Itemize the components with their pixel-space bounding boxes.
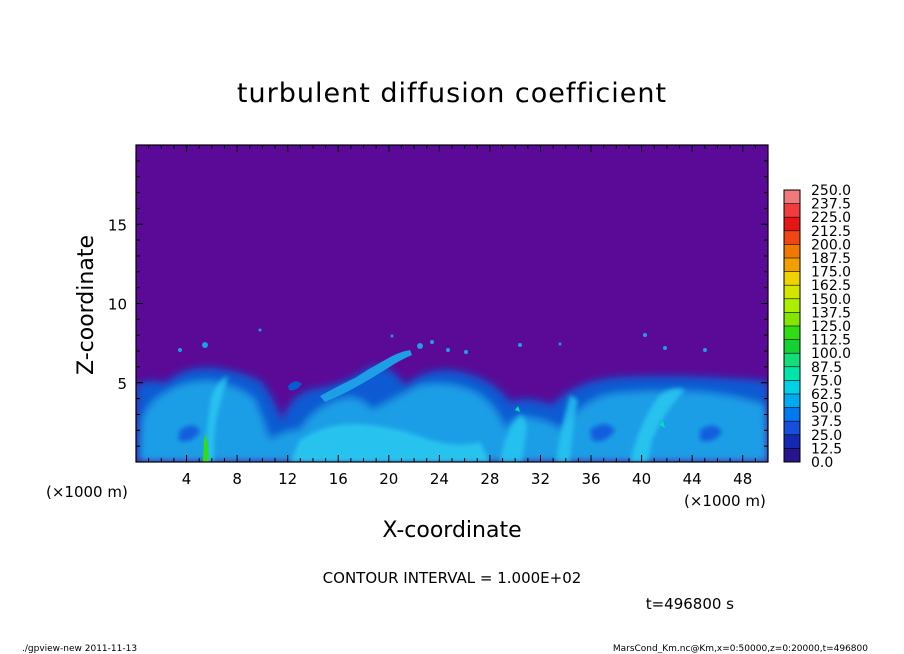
colorbar-label: 100.0 (811, 346, 851, 362)
colorbar-label: 0.0 (811, 455, 833, 471)
x-tick-label: 16 (329, 470, 348, 488)
colorbar-label: 137.5 (811, 305, 851, 321)
y-axis-label: Z-coordinate (74, 235, 99, 375)
colorbar-label: 25.0 (811, 428, 842, 444)
colorbar-swatch (784, 285, 800, 300)
colorbar-swatch (784, 394, 800, 409)
x-tick-label: 4 (182, 470, 192, 488)
turbulence-field (136, 328, 768, 462)
colorbar-label: 112.5 (811, 333, 851, 349)
y-tick-label: 10 (108, 296, 127, 314)
colorbar-label: 75.0 (811, 373, 842, 389)
colorbar-label: 87.5 (811, 360, 842, 376)
colorbar-swatch (784, 448, 800, 463)
colorbar-swatch (784, 326, 800, 341)
colorbar-swatch (784, 353, 800, 368)
colorbar-swatch (784, 244, 800, 259)
x-axis-label: X-coordinate (382, 518, 521, 543)
y-axis: 5 10 15 (108, 144, 768, 463)
time-label: t=496800 s (646, 595, 734, 613)
colorbar-swatch (784, 217, 800, 232)
colorbar-swatch (784, 298, 800, 313)
contour-interval: CONTOUR INTERVAL = 1.000E+02 (323, 569, 582, 587)
colorbar-label: 250.0 (811, 183, 851, 199)
x-tick-label: 28 (480, 470, 499, 488)
x-tick-label: 40 (632, 470, 651, 488)
x-unit-left: (×1000 m) (46, 483, 128, 501)
colorbar-swatch (784, 230, 800, 245)
chart-title: turbulent diffusion coefficient (237, 78, 667, 109)
footer-right: MarsCond_Km.nc@Km,x=0:50000,z=0:20000,t=… (613, 644, 868, 654)
x-tick-label: 24 (430, 470, 449, 488)
x-axis: 4 8 12 16 20 24 28 32 36 40 44 48 (135, 145, 769, 488)
x-tick-label: 8 (232, 470, 242, 488)
colorbar-swatch (784, 312, 800, 327)
colorbar-label: 150.0 (811, 292, 851, 308)
x-unit-right: (×1000 m) (684, 492, 766, 510)
colorbar-label: 175.0 (811, 265, 851, 281)
colorbar-swatch (784, 366, 800, 381)
x-tick-label: 48 (733, 470, 752, 488)
colorbar-swatch (784, 380, 800, 395)
x-tick-label: 36 (581, 470, 600, 488)
x-tick-label: 44 (683, 470, 702, 488)
colorbar-label: 212.5 (811, 224, 851, 240)
colorbar-swatch (784, 203, 800, 218)
colorbar-swatch (784, 407, 800, 422)
colorbar-swatch (784, 421, 800, 436)
colorbar-swatch (784, 190, 800, 205)
colorbar-label: 125.0 (811, 319, 851, 335)
colorbar-swatch (784, 434, 800, 449)
x-tick-label: 12 (278, 470, 297, 488)
colorbar-label: 162.5 (811, 278, 851, 294)
x-tick-label: 20 (379, 470, 398, 488)
y-tick-label: 15 (108, 216, 127, 234)
colorbar: 250.0237.5225.0212.5200.0187.5175.0162.5… (783, 183, 851, 471)
colorbar-swatch (784, 258, 800, 273)
colorbar-label: 187.5 (811, 251, 851, 267)
colorbar-label: 50.0 (811, 401, 842, 417)
colorbar-swatch (784, 339, 800, 354)
y-tick-label: 5 (117, 375, 127, 393)
colorbar-swatch (784, 271, 800, 286)
x-tick-label: 32 (531, 470, 550, 488)
colorbar-label: 200.0 (811, 237, 851, 253)
colorbar-label: 225.0 (811, 210, 851, 226)
footer-left: ./gpview-new 2011-11-13 (22, 644, 137, 654)
colorbar-label: 62.5 (811, 387, 842, 403)
colorbar-label: 37.5 (811, 414, 842, 430)
colorbar-label: 12.5 (811, 441, 842, 457)
colorbar-label: 237.5 (811, 197, 851, 213)
